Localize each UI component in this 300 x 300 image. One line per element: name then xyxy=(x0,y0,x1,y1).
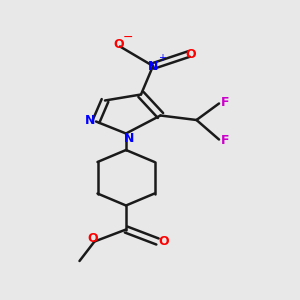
Text: N: N xyxy=(85,113,95,127)
Text: +: + xyxy=(158,53,166,64)
Text: O: O xyxy=(113,38,124,52)
Text: O: O xyxy=(159,235,170,248)
Text: F: F xyxy=(221,134,230,148)
Text: N: N xyxy=(148,59,158,73)
Text: −: − xyxy=(123,31,134,44)
Text: F: F xyxy=(221,95,230,109)
Text: O: O xyxy=(88,232,98,245)
Text: O: O xyxy=(185,47,196,61)
Text: N: N xyxy=(124,132,134,146)
